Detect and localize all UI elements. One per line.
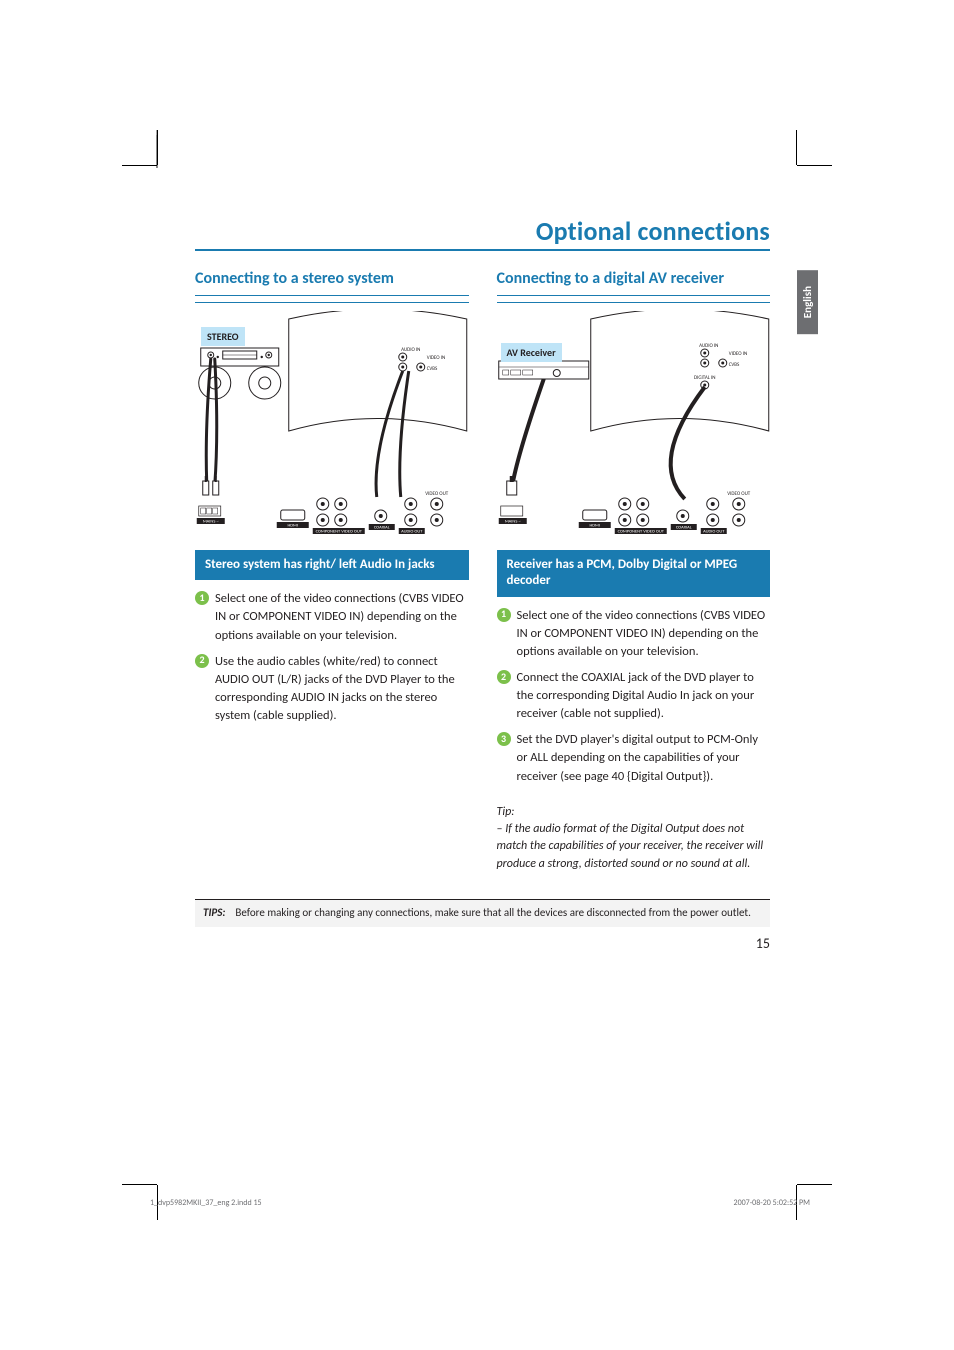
steps-left: 1Select one of the video connections (CV… <box>195 590 469 725</box>
svg-text:MAINS ~: MAINS ~ <box>203 520 220 525</box>
port-label: AUDIO IN <box>401 347 420 353</box>
tip-block: Tip: – If the audio format of the Digita… <box>497 804 771 874</box>
diagram-av-receiver: AUDIO IN VIDEO IN CVBS DIGITAL IN <box>497 311 771 536</box>
svg-text:HDMI: HDMI <box>589 524 600 529</box>
page-title: Optional connections <box>195 215 770 251</box>
list-item: 2Use the audio cables (white/red) to con… <box>195 653 469 726</box>
svg-text:CVBS: CVBS <box>427 366 438 372</box>
svg-text:COMPONENT VIDEO OUT: COMPONENT VIDEO OUT <box>617 530 664 535</box>
right-column: Connecting to a digital AV receiver AUDI… <box>497 269 771 873</box>
svg-text:AUDIO OUT: AUDIO OUT <box>401 530 423 535</box>
step-bullet: 2 <box>195 654 209 668</box>
section-heading-left: Connecting to a stereo system <box>195 269 469 303</box>
svg-text:MAINS ~: MAINS ~ <box>504 520 521 525</box>
svg-text:AUDIO IN: AUDIO IN <box>699 343 718 349</box>
svg-text:DIGITAL IN: DIGITAL IN <box>694 375 715 381</box>
print-footer: 1_dvp5982MKII_37_eng 2.indd 15 2007-08-2… <box>150 1198 810 1208</box>
diagram-stereo: AUDIO IN VIDEO IN CVBS <box>195 311 469 536</box>
steps-right: 1Select one of the video connections (CV… <box>497 607 771 786</box>
footer-date: 2007-08-20 5:02:52 PM <box>734 1198 810 1208</box>
diagram-label-stereo: STEREO <box>201 327 245 346</box>
svg-text:CVBS: CVBS <box>728 362 739 368</box>
svg-text:VIDEO OUT: VIDEO OUT <box>425 491 448 497</box>
footer-file: 1_dvp5982MKII_37_eng 2.indd 15 <box>150 1198 262 1208</box>
svg-text:AUDIO OUT: AUDIO OUT <box>703 530 725 535</box>
callout-right: Receiver has a PCM, Dolby Digital or MPE… <box>497 550 771 597</box>
list-item: 1Select one of the video connections (CV… <box>195 590 469 644</box>
svg-text:COAXIAL: COAXIAL <box>374 526 390 531</box>
page-content: Optional connections English Connecting … <box>195 215 770 952</box>
section-heading-right: Connecting to a digital AV receiver <box>497 269 771 303</box>
svg-text:COAXIAL: COAXIAL <box>675 526 691 531</box>
tips-bar: TIPS: Before making or changing any conn… <box>195 899 770 927</box>
tip-text: – If the audio format of the Digital Out… <box>497 822 764 871</box>
step-bullet: 1 <box>195 591 209 605</box>
tip-label: Tip: <box>497 804 771 821</box>
svg-text:VIDEO IN: VIDEO IN <box>728 351 746 357</box>
page-number: 15 <box>195 935 770 952</box>
language-tab: English <box>797 270 818 334</box>
svg-text:COMPONENT VIDEO OUT: COMPONENT VIDEO OUT <box>316 530 363 535</box>
left-column: Connecting to a stereo system AUDIO IN V… <box>195 269 469 873</box>
diagram-label-av: AV Receiver <box>501 343 562 362</box>
list-item: 2Connect the COAXIAL jack of the DVD pla… <box>497 669 771 723</box>
tips-text: Before making or changing any connection… <box>235 906 751 919</box>
svg-text:VIDEO IN: VIDEO IN <box>427 355 445 361</box>
callout-left: Stereo system has right/ left Audio In j… <box>195 550 469 580</box>
svg-text:VIDEO OUT: VIDEO OUT <box>727 491 750 497</box>
list-item: 1Select one of the video connections (CV… <box>497 607 771 661</box>
svg-text:HDMI: HDMI <box>287 524 298 529</box>
tips-label: TIPS: <box>203 906 225 919</box>
list-item: 3Set the DVD player's digital output to … <box>497 731 771 785</box>
